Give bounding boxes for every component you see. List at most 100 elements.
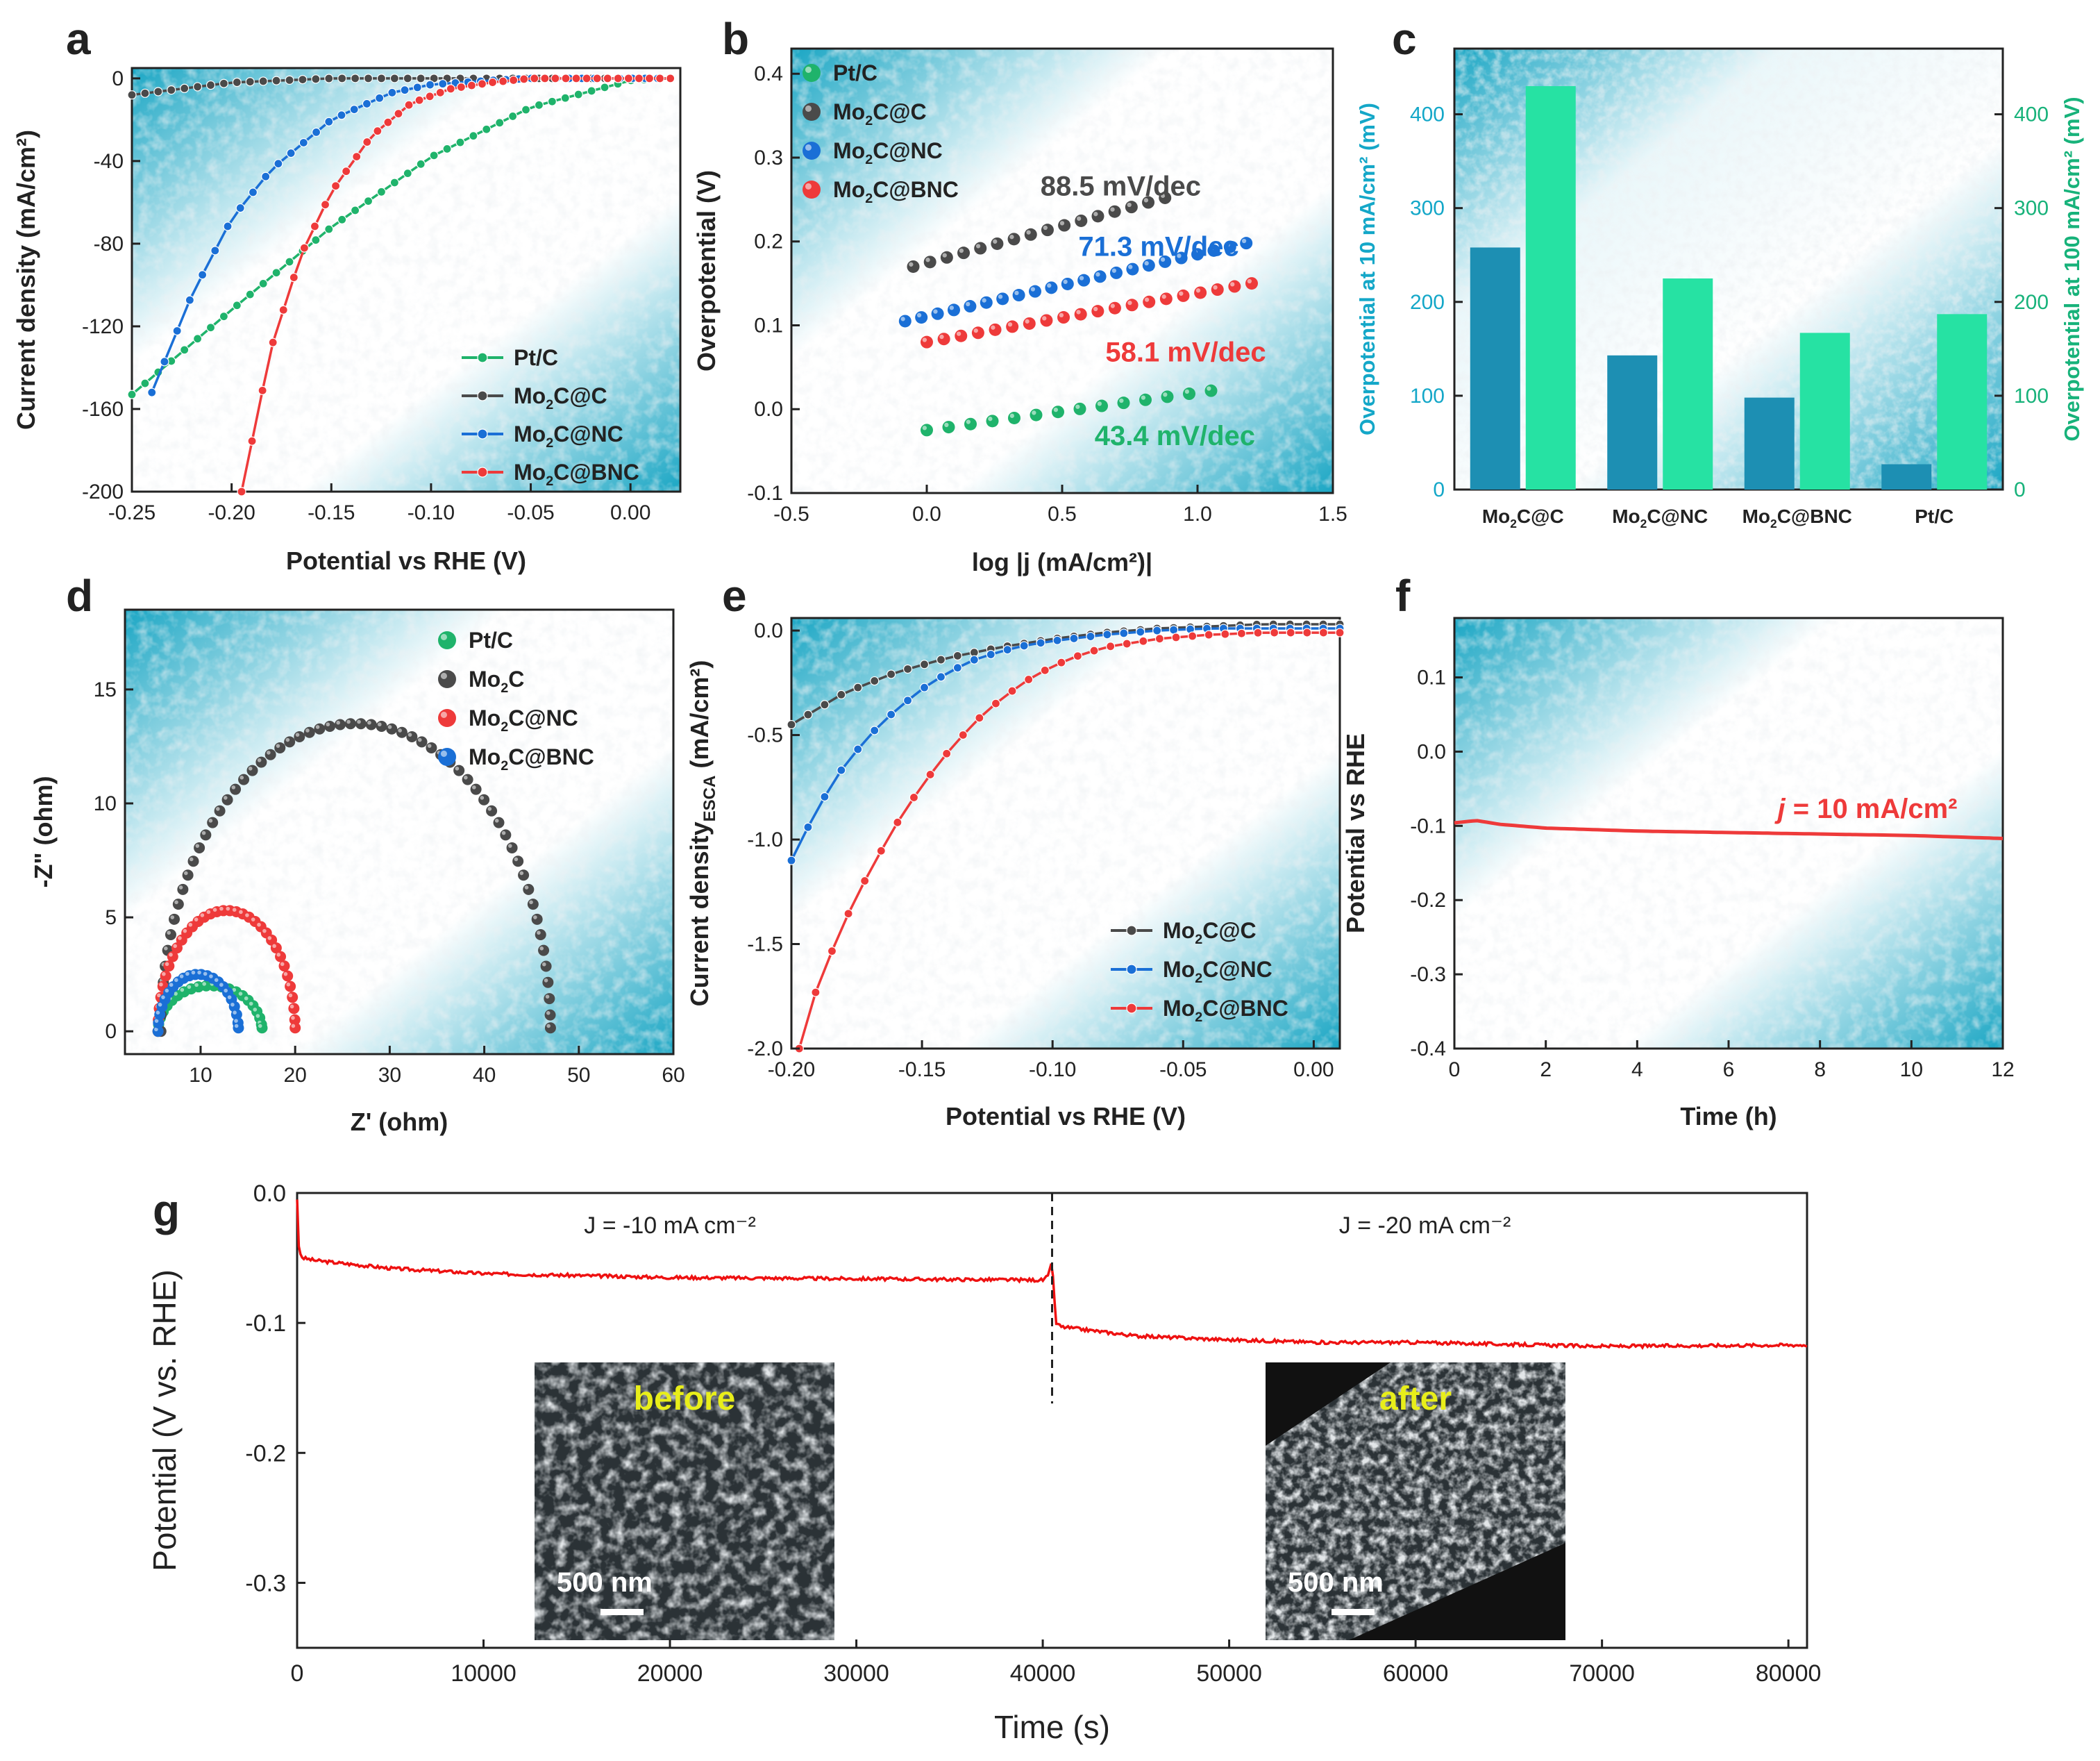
- y-tick-label-c: 200: [1410, 291, 1445, 314]
- data-point-a-3: [414, 95, 424, 105]
- data-point-d-1: [324, 721, 336, 733]
- data-point-a-2: [185, 295, 194, 305]
- data-point-b-3-shine: [1059, 312, 1064, 318]
- x-tick-label-g: 70000: [1569, 1660, 1635, 1687]
- data-point-a-2: [324, 117, 334, 126]
- plot-area-g: [297, 1193, 1807, 1648]
- data-point-e-1: [1069, 633, 1079, 644]
- data-point-b-1-shine: [1059, 221, 1065, 226]
- legend-marker-a: [477, 352, 488, 363]
- x-axis-label-g: Time (s): [994, 1709, 1110, 1745]
- data-point-d-3-shine: [185, 971, 190, 976]
- data-point-d-3-shine: [191, 970, 196, 975]
- data-point-e-2: [1236, 628, 1247, 638]
- data-point-a-3: [623, 74, 633, 83]
- legend-label-a: Pt/C: [514, 345, 558, 370]
- data-point-d-1: [177, 883, 189, 895]
- data-point-a-3: [467, 81, 477, 90]
- x-tick-label-a: -0.10: [408, 501, 455, 524]
- legend-marker-e: [1126, 925, 1137, 936]
- legend-marker-d: [438, 670, 456, 688]
- data-point-b-0: [1183, 387, 1195, 401]
- legend-marker-e: [1126, 964, 1137, 975]
- data-point-d-1: [386, 723, 398, 735]
- data-point-a-1: [271, 76, 281, 85]
- data-point-d-1-shine: [529, 900, 533, 905]
- data-point-b-0-shine: [944, 422, 949, 428]
- x-tick-label-b: 0.0: [912, 503, 941, 526]
- data-point-a-1: [258, 76, 268, 86]
- y-tick-label-a: -120: [82, 315, 124, 338]
- data-point-a-3: [487, 77, 498, 87]
- x-tick-label-d: 20: [283, 1064, 306, 1087]
- x-category-label-c: Mo2C@BNC: [1742, 506, 1852, 531]
- data-point-b-1-shine: [925, 258, 930, 262]
- data-point-a-0: [271, 268, 281, 278]
- bar-c-1: [1937, 314, 1988, 490]
- x-tick-label-f: 12: [1991, 1058, 2014, 1081]
- data-point-e-1: [870, 726, 880, 735]
- legend-marker-a: [477, 467, 488, 478]
- data-point-b-3-shine: [1127, 300, 1132, 306]
- data-point-d-1: [303, 726, 315, 738]
- data-point-d-1-shine: [507, 844, 512, 848]
- legend-marker-a: [477, 428, 488, 440]
- slope-annotation-b: 58.1 mV/dec: [1105, 337, 1266, 367]
- data-point-e-1: [936, 672, 946, 682]
- y-tick-label-b: 0.0: [754, 398, 783, 421]
- data-point-a-3: [299, 243, 309, 253]
- data-point-b-3: [1108, 301, 1121, 315]
- legend-marker-d: [438, 748, 456, 766]
- data-point-d-1-shine: [377, 722, 382, 727]
- data-point-e-0: [820, 700, 830, 710]
- data-point-e-1: [986, 649, 996, 660]
- data-point-d-2-shine: [283, 971, 288, 976]
- data-point-d-1-shine: [285, 737, 290, 742]
- data-point-b-2: [948, 303, 960, 317]
- data-point-a-3: [247, 436, 257, 446]
- data-point-a-3: [425, 92, 435, 101]
- panel-label-a: a: [66, 14, 91, 64]
- data-point-b-0-shine: [1075, 404, 1080, 409]
- data-point-d-1-shine: [267, 751, 271, 755]
- data-point-d-1-shine: [519, 871, 524, 876]
- legend-marker-d: [438, 631, 456, 649]
- data-point-d-2-shine: [286, 982, 291, 987]
- data-point-d-3-shine: [233, 1010, 237, 1015]
- data-point-e-1: [837, 765, 846, 775]
- data-point-b-3: [1143, 295, 1156, 308]
- x-axis-label-d: Z' (ohm): [351, 1108, 448, 1136]
- data-point-a-3: [258, 385, 267, 395]
- data-point-e-2: [1171, 633, 1181, 642]
- data-point-e-1: [803, 822, 813, 832]
- data-point-d-1: [544, 1022, 556, 1034]
- data-point-d-1-shine: [167, 930, 171, 935]
- data-point-b-2-shine: [1079, 276, 1084, 281]
- data-point-e-2: [1253, 628, 1263, 637]
- data-point-d-1: [284, 736, 296, 748]
- legend-label-e: Mo2C@BNC: [1163, 996, 1288, 1025]
- legend-marker-b-shine: [805, 105, 812, 112]
- data-point-b-3: [1074, 308, 1087, 321]
- data-point-a-2: [299, 137, 308, 148]
- data-point-d-1-shine: [539, 946, 544, 951]
- slope-annotation-b: 43.4 mV/dec: [1095, 421, 1255, 451]
- data-point-a-3: [519, 74, 529, 84]
- inset-label: before: [634, 1380, 736, 1417]
- data-point-d-1: [194, 842, 205, 853]
- data-point-d-0-shine: [238, 992, 243, 996]
- data-point-a-0: [192, 334, 203, 344]
- data-point-a-2: [412, 83, 422, 92]
- data-point-a-1: [403, 74, 412, 83]
- data-point-d-1-shine: [336, 720, 340, 725]
- data-point-a-1: [351, 74, 360, 83]
- data-point-b-2: [980, 296, 993, 309]
- y-tick-label-right-c: 300: [2014, 197, 2049, 220]
- data-point-b-0-shine: [1009, 413, 1014, 418]
- y-axis-label-d: -Z" (ohm): [29, 776, 58, 887]
- data-point-d-2-shine: [272, 944, 276, 949]
- data-point-a-2: [362, 99, 372, 109]
- data-point-b-0-shine: [1163, 392, 1168, 397]
- y-tick-label-a: 0: [112, 67, 124, 90]
- panel-c: Mo2C@C Mo2C@NC Mo2C@BNC Pt/C 0 0 100 100 200 200 3…: [1355, 47, 2084, 531]
